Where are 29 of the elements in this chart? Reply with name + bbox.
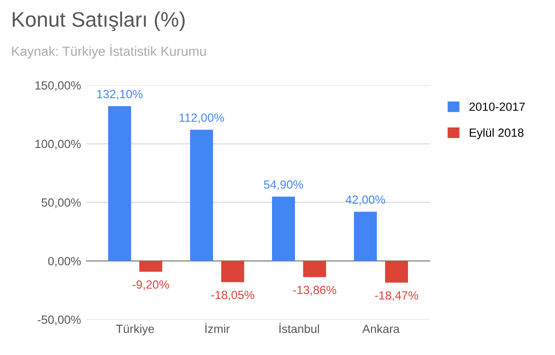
- y-tick-label: 0,00%: [48, 256, 81, 267]
- bar: [272, 196, 295, 261]
- y-tick-label: 100,00%: [35, 140, 81, 150]
- bar: [385, 260, 408, 283]
- bar: [139, 260, 162, 272]
- data-label: -18,47%: [375, 291, 418, 301]
- data-label: 112,00%: [180, 113, 224, 124]
- chart-subtitle: Kaynak: Türkiye İstatistik Kurumu: [12, 44, 206, 59]
- legend-label: Eylül 2018: [470, 128, 524, 140]
- data-label: 54,90%: [264, 180, 304, 190]
- y-tick-label: 150,00%: [35, 81, 81, 91]
- chart-title: Konut Satışları (%): [12, 12, 185, 32]
- bar: [221, 260, 244, 282]
- data-label: -18,05%: [211, 290, 254, 300]
- data-label: 132,10%: [97, 90, 142, 100]
- data-label: -9,20%: [132, 280, 170, 290]
- y-tick-label: -50,00%: [38, 316, 81, 326]
- bar: [190, 130, 214, 261]
- y-tick-label: 50,00%: [42, 198, 81, 208]
- x-tick-label: İzmir: [205, 322, 230, 333]
- bar: [303, 260, 326, 278]
- data-label: -13,86%: [293, 286, 336, 296]
- x-tick-label: Ankara: [362, 324, 400, 334]
- x-tick-label: Türkiye: [116, 324, 154, 336]
- x-tick-label: İstanbul: [279, 322, 319, 334]
- bar: [108, 106, 132, 261]
- data-label: 42,00%: [346, 195, 386, 206]
- bar: [354, 212, 377, 261]
- legend-label: 2010-2017: [469, 102, 525, 111]
